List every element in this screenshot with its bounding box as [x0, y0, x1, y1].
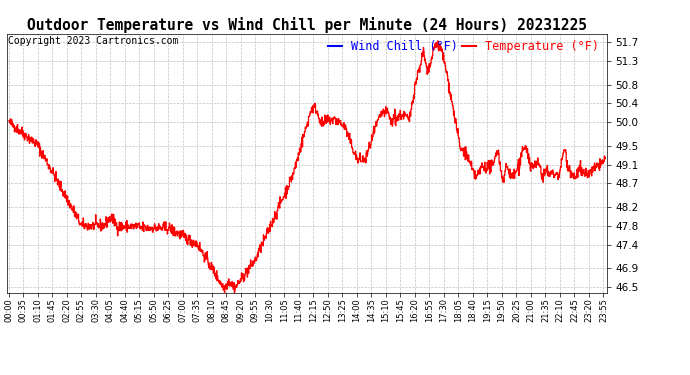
Legend: Wind Chill (°F), Temperature (°F): Wind Chill (°F), Temperature (°F)	[323, 35, 604, 57]
Text: Copyright 2023 Cartronics.com: Copyright 2023 Cartronics.com	[8, 36, 178, 46]
Title: Outdoor Temperature vs Wind Chill per Minute (24 Hours) 20231225: Outdoor Temperature vs Wind Chill per Mi…	[27, 16, 587, 33]
